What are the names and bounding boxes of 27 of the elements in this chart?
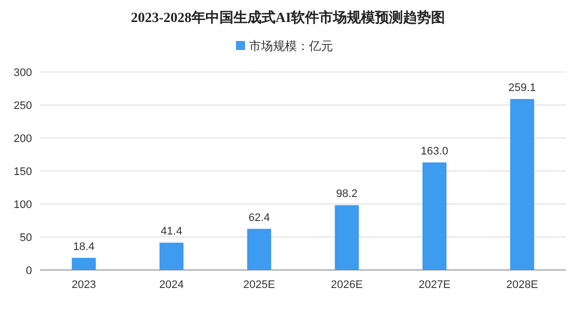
y-tick-label: 0 bbox=[26, 265, 32, 277]
chart-title: 2023-2028年中国生成式AI软件市场规模预测趋势图 bbox=[130, 9, 446, 26]
x-tick-label: 2025E bbox=[243, 279, 276, 291]
y-tick-label: 150 bbox=[14, 166, 32, 178]
y-tick-label: 200 bbox=[14, 133, 32, 145]
x-tick-label: 2023 bbox=[72, 279, 96, 291]
x-tick-label: 2024 bbox=[159, 279, 184, 291]
data-label: 163.0 bbox=[420, 145, 448, 158]
data-label: 18.4 bbox=[73, 240, 95, 253]
data-label: 98.2 bbox=[336, 188, 358, 200]
bar bbox=[72, 258, 96, 270]
bar bbox=[247, 228, 272, 270]
bar bbox=[510, 98, 534, 270]
data-label: 62.4 bbox=[248, 212, 270, 224]
data-label: 259.1 bbox=[508, 82, 536, 94]
bar bbox=[334, 205, 359, 270]
data-label: 41.4 bbox=[160, 226, 182, 238]
x-tick-label: 2028E bbox=[506, 279, 538, 291]
y-tick-label: 50 bbox=[20, 232, 32, 244]
x-tick-label: 2027E bbox=[418, 279, 450, 291]
bar bbox=[422, 162, 446, 270]
y-tick-label: 300 bbox=[14, 67, 32, 79]
x-tick-label: 2026E bbox=[330, 279, 363, 291]
legend-label: 市场规模：亿元 bbox=[249, 39, 333, 53]
y-tick-label: 250 bbox=[14, 100, 32, 112]
y-tick-label: 100 bbox=[14, 199, 32, 211]
bar bbox=[160, 242, 184, 270]
